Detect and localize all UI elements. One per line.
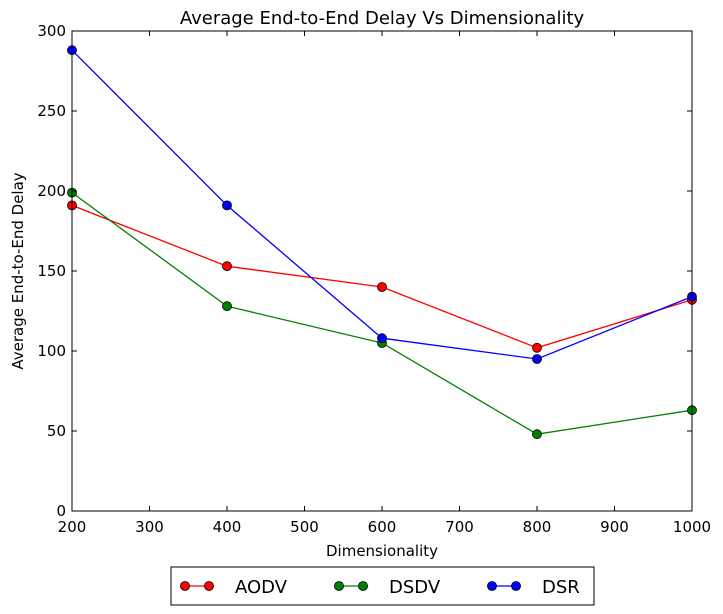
data-point-dsdv [222,301,232,312]
y-tick-label: 150 [37,262,66,280]
data-point-dsr [377,333,387,344]
y-tick-label: 200 [37,182,66,200]
y-axis-ticks: 0 50 100 150 200 250 300 [37,22,692,520]
x-tick-label: 600 [368,518,397,536]
y-tick-label: 0 [56,502,66,520]
x-tick-label: 400 [213,518,242,536]
data-point-aodv [377,282,387,292]
plot-series [67,45,697,440]
data-point-dsdv [532,429,542,440]
x-tick-label: 900 [600,518,629,536]
legend-label-dsdv: DSDV [389,577,441,598]
y-tick-label: 250 [37,102,66,120]
y-tick-label: 50 [47,422,66,440]
legend-box [170,566,595,606]
legend-label-dsr: DSR [542,577,580,598]
x-tick-label: 500 [290,518,319,536]
legend-marker-dsr [511,581,521,591]
y-axis-label: Average End-to-End Delay [9,172,27,369]
data-point-dsr [222,200,232,211]
x-tick-label: 700 [445,518,474,536]
x-tick-label: 200 [58,518,87,536]
series-line-aodv [71,204,693,349]
x-axis-ticks: 200 300 400 500 600 700 800 900 1000 [58,31,711,536]
legend-marker-aodv [180,581,190,591]
chart-title: Average End-to-End Delay Vs Dimensionali… [180,8,585,29]
legend-marker-dsdv [334,581,344,591]
legend-marker-aodv [204,581,214,591]
series-line-dsdv [71,192,693,435]
data-point-dsr [532,354,542,364]
y-tick-label: 300 [37,22,66,40]
legend-marker-dsr [487,581,497,591]
legend: AODV DSDV DSR [170,566,595,606]
data-point-aodv [222,261,232,272]
x-tick-label: 300 [135,518,164,536]
data-point-aodv [532,342,542,353]
y-tick-label: 100 [37,342,66,360]
legend-marker-dsdv [358,581,368,591]
legend-label-aodv: AODV [235,577,288,598]
x-axis-label: Dimensionality [326,542,438,560]
plot-area-frame [71,30,693,512]
x-tick-label: 800 [523,518,552,536]
x-tick-label: 1000 [673,518,711,536]
series-line-dsr [71,49,693,360]
